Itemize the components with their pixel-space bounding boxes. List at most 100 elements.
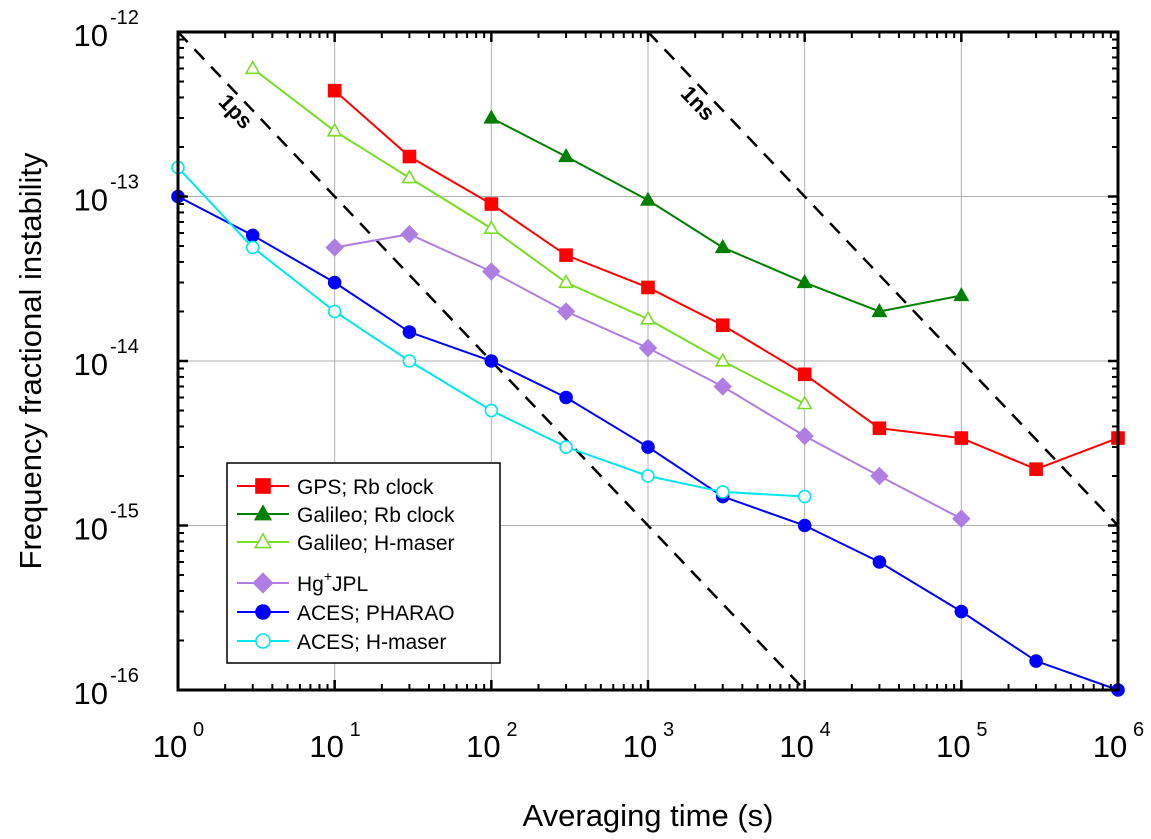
series-aces-pharao bbox=[171, 189, 1125, 697]
legend-label: ACES; PHARAO bbox=[297, 602, 455, 625]
data-point bbox=[558, 147, 575, 163]
x-tick-exponent: 2 bbox=[506, 719, 517, 741]
series-line bbox=[334, 89, 1119, 471]
data-point bbox=[641, 440, 655, 454]
data-point bbox=[559, 390, 573, 405]
data-point bbox=[714, 238, 731, 254]
data-point bbox=[327, 275, 342, 290]
reference-line-1ns bbox=[647, 31, 1119, 527]
data-point bbox=[797, 367, 812, 382]
y-tick-exponent: -16 bbox=[110, 665, 139, 687]
x-tick-label: 10 bbox=[466, 729, 500, 764]
data-point bbox=[954, 431, 969, 445]
y-tick-exponent: -12 bbox=[110, 7, 139, 29]
legend-label: Galileo; H-maser bbox=[297, 532, 455, 555]
data-point bbox=[871, 302, 888, 318]
data-point bbox=[402, 354, 417, 368]
x-tick-exponent: 4 bbox=[820, 719, 831, 741]
legend-item: Hg+JPL bbox=[237, 568, 368, 596]
y-axis-title: Frequency fractional instability bbox=[13, 152, 48, 569]
x-tick-label: 10 bbox=[936, 729, 970, 764]
legend-label: Hg+JPL bbox=[297, 568, 368, 596]
series-aces-h-maser bbox=[171, 160, 812, 504]
data-point bbox=[325, 238, 344, 257]
data-point bbox=[559, 440, 573, 454]
data-point bbox=[713, 377, 732, 396]
data-point bbox=[559, 248, 573, 262]
reference-line-label: 1ps bbox=[214, 89, 258, 134]
legend: GPS; Rb clock Galileo; Rb clock Galileo; H… bbox=[226, 462, 501, 664]
y-tick-label: 10 bbox=[74, 18, 108, 53]
data-point bbox=[715, 485, 730, 499]
data-point bbox=[327, 83, 342, 98]
data-point bbox=[714, 352, 731, 367]
reference-line-1ps bbox=[177, 31, 806, 691]
data-point bbox=[1029, 654, 1043, 668]
data-point bbox=[400, 224, 419, 244]
legend-label: GPS; Rb clock bbox=[297, 476, 434, 499]
x-tick-exponent: 3 bbox=[663, 719, 674, 741]
data-point bbox=[640, 191, 656, 206]
legend-item: ACES; PHARAO bbox=[237, 602, 455, 625]
data-point bbox=[326, 122, 343, 137]
data-point bbox=[558, 273, 575, 289]
x-tick-exponent: 5 bbox=[976, 719, 987, 741]
x-tick-label: 10 bbox=[153, 729, 187, 764]
series-line bbox=[252, 67, 806, 405]
data-point bbox=[401, 169, 418, 184]
data-point bbox=[641, 469, 655, 483]
x-tick-label: 10 bbox=[1093, 729, 1127, 764]
data-point bbox=[872, 555, 887, 569]
data-point bbox=[402, 325, 417, 339]
legend-marker bbox=[252, 572, 274, 594]
data-point bbox=[797, 489, 812, 504]
x-tick-label: 10 bbox=[309, 729, 343, 764]
data-point bbox=[872, 421, 887, 436]
data-point bbox=[954, 604, 969, 619]
series-galileo-h-maser bbox=[244, 59, 813, 410]
legend-item: Galileo; Rb clock bbox=[237, 504, 455, 527]
data-point bbox=[638, 338, 658, 358]
legend-marker bbox=[253, 504, 273, 521]
legend-label-base: Hg bbox=[297, 573, 324, 596]
legend-marker bbox=[255, 478, 271, 494]
data-point bbox=[484, 197, 499, 211]
series-gps-rb-clock bbox=[327, 83, 1125, 476]
x-tick-exponent: 1 bbox=[350, 719, 361, 741]
data-point bbox=[797, 518, 812, 533]
data-point bbox=[244, 59, 261, 75]
data-point bbox=[483, 219, 500, 234]
data-point bbox=[245, 228, 260, 243]
legend-label-suffix: JPL bbox=[332, 573, 368, 596]
legend-marker bbox=[255, 633, 271, 649]
data-point bbox=[402, 149, 417, 164]
data-point bbox=[245, 240, 260, 255]
x-tick-exponent: 6 bbox=[1133, 719, 1144, 741]
data-point bbox=[484, 354, 499, 368]
x-axis-title: Averaging time (s) bbox=[523, 798, 774, 833]
data-point bbox=[484, 403, 499, 418]
x-tick-label: 10 bbox=[779, 729, 813, 764]
legend-label: Galileo; Rb clock bbox=[297, 504, 455, 527]
legend-item: Galileo; H-maser bbox=[237, 532, 455, 555]
series-hg bbox=[325, 224, 971, 528]
data-point bbox=[715, 318, 730, 333]
series-galileo-rb-clock bbox=[483, 109, 970, 318]
reference-line-label: 1ns bbox=[676, 81, 720, 126]
y-tick-exponent: -13 bbox=[110, 172, 139, 194]
data-point bbox=[556, 302, 576, 321]
legend-marker bbox=[253, 532, 273, 549]
axis-ticks bbox=[176, 30, 1120, 692]
data-point bbox=[482, 262, 501, 281]
data-point bbox=[483, 109, 500, 124]
x-tick-exponent: 0 bbox=[193, 719, 204, 741]
data-point bbox=[1029, 462, 1043, 476]
y-tick-label: 10 bbox=[74, 347, 108, 382]
y-tick-label: 10 bbox=[74, 512, 108, 547]
legend-label: ACES; H-maser bbox=[297, 631, 446, 654]
data-point bbox=[640, 310, 656, 325]
y-tick-label: 10 bbox=[74, 676, 108, 711]
